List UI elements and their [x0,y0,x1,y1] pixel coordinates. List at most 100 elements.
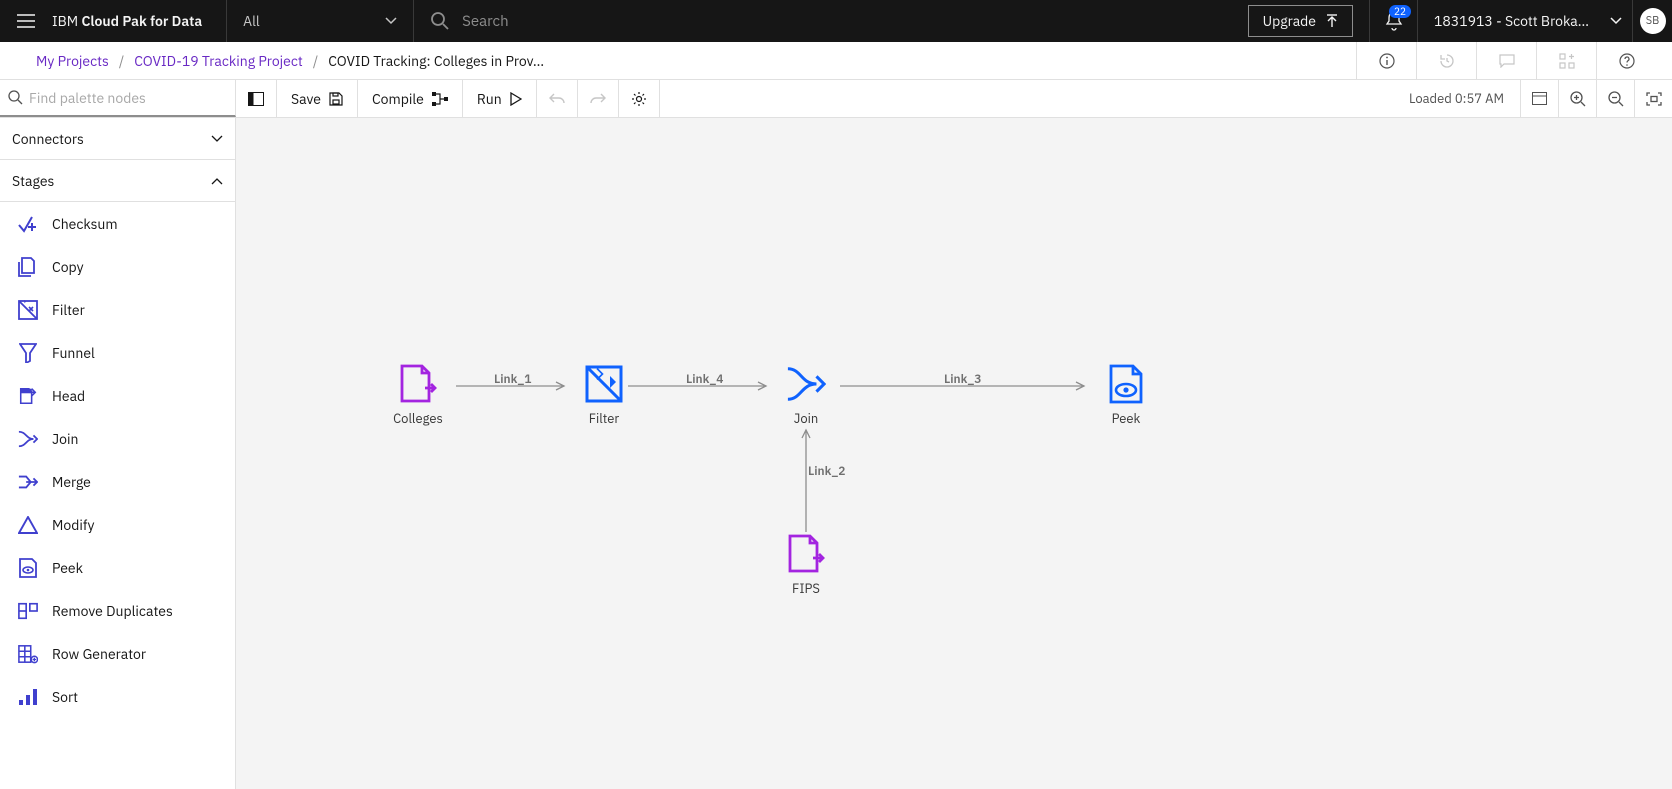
breadcrumb: My Projects / COVID-19 Tracking Project … [36,52,544,70]
palette-item-rowgen[interactable]: Row Generator [0,632,235,675]
palette-item-funnel[interactable]: Funnel [0,331,235,374]
canvas-link[interactable] [456,386,576,400]
palette-item-checksum[interactable]: Checksum [0,202,235,245]
redo-button[interactable] [578,80,619,117]
settings-button[interactable] [619,80,660,117]
notifications-button[interactable]: 22 [1369,0,1417,42]
funnel-icon [18,343,38,363]
canvas-link[interactable] [806,430,820,544]
modify-icon [18,515,38,535]
loaded-status: Loaded 0:57 AM [1393,90,1520,107]
palette-item-label: Checksum [52,215,118,233]
chat-icon [1499,54,1515,68]
node-label: Colleges [393,410,443,427]
save-button[interactable]: Save [277,80,358,117]
peek-node-icon [1106,364,1146,404]
scope-dropdown-label: All [243,12,260,30]
zoom-fit-button[interactable] [1634,80,1672,117]
canvas-link[interactable] [840,386,1096,400]
palette-item-modify[interactable]: Modify [0,503,235,546]
filter-icon [18,300,38,320]
sidebar-toggle-icon [248,92,264,106]
palette-item-label: Peek [52,559,83,577]
palette-section-stages[interactable]: Stages [0,160,235,202]
filter-node-icon [584,364,624,404]
canvas-node-fips[interactable]: FIPS [766,534,846,597]
gear-icon [631,91,647,107]
link-label: Link_4 [686,372,723,387]
canvas-node-filter[interactable]: Filter [564,364,644,427]
canvas-node-peek[interactable]: Peek [1086,364,1166,427]
chevron-down-icon [1610,17,1622,25]
palette-item-peek[interactable]: Peek [0,546,235,589]
zoom-in-button[interactable] [1558,80,1596,117]
upgrade-icon [1326,14,1338,28]
palette-item-filter[interactable]: Filter [0,288,235,331]
copy-icon [18,257,38,277]
account-label: 1831913 - Scott Brokaw's … [1434,12,1600,30]
account-dropdown[interactable]: 1831913 - Scott Brokaw's … [1417,0,1632,42]
history-icon [1439,53,1455,69]
toggle-palette-button[interactable] [236,80,277,117]
compile-button[interactable]: Compile [358,80,463,117]
palette-panel: Connectors Stages Checksum Copy Filter Funn… [0,118,236,789]
node-label: Join [794,410,819,427]
merge-icon [18,472,38,492]
palette-item-join[interactable]: Join [0,417,235,460]
info-icon [1379,53,1395,69]
rowgen-icon [18,644,38,664]
comment-button[interactable] [1476,42,1536,80]
removedup-icon [18,601,38,621]
breadcrumb-link[interactable]: My Projects [36,52,109,70]
breadcrumb-current: COVID Tracking: Colleges in Prov… [328,52,544,70]
panel-button[interactable] [1520,80,1558,117]
palette-item-sort[interactable]: Sort [0,675,235,718]
help-icon [1619,53,1635,69]
sort-icon [18,687,38,707]
file-node-icon [786,534,826,574]
palette-item-copy[interactable]: Copy [0,245,235,288]
canvas-node-colleges[interactable]: Colleges [378,364,458,427]
run-button[interactable]: Run [463,80,537,117]
search-placeholder: Search [462,12,508,31]
breadcrumb-link[interactable]: COVID-19 Tracking Project [134,52,303,70]
undo-icon [549,93,565,105]
palette-item-head[interactable]: Head [0,374,235,417]
palette-search-input[interactable]: Find palette nodes [0,80,236,117]
palette-item-label: Funnel [52,344,95,362]
global-search[interactable]: Search [414,11,1247,31]
palette-section-connectors[interactable]: Connectors [0,118,235,160]
help-button[interactable] [1596,42,1656,80]
flow-canvas[interactable]: Link_1Link_4Link_3Link_2CollegesFilterJo… [236,118,1672,789]
redo-icon [590,93,606,105]
fit-icon [1646,92,1662,106]
upgrade-button[interactable]: Upgrade [1248,5,1353,37]
asset-button[interactable] [1536,42,1596,80]
palette-item-label: Join [52,430,78,448]
hamburger-menu-button[interactable] [0,0,52,42]
palette-search-placeholder: Find palette nodes [29,89,146,107]
info-button[interactable] [1356,42,1416,80]
breadcrumb-separator: / [313,52,318,70]
palette-item-label: Remove Duplicates [52,602,173,620]
canvas-link[interactable] [628,386,778,400]
palette-item-label: Modify [52,516,95,534]
zoom-out-button[interactable] [1596,80,1634,117]
undo-button[interactable] [537,80,578,117]
palette-item-merge[interactable]: Merge [0,460,235,503]
compile-icon [432,92,448,106]
palette-item-removedup[interactable]: Remove Duplicates [0,589,235,632]
history-button[interactable] [1416,42,1476,80]
hamburger-icon [17,14,35,28]
scope-dropdown[interactable]: All [226,0,414,42]
checksum-icon [18,214,38,234]
avatar-button[interactable]: SB [1632,0,1672,42]
search-icon [8,90,23,105]
node-label: Peek [1112,410,1141,427]
head-icon [18,386,38,406]
node-label: Filter [589,410,619,427]
breadcrumb-separator: / [119,52,124,70]
palette-item-label: Filter [52,301,85,319]
canvas-node-join[interactable]: Join [766,364,846,427]
breadcrumb-actions [1356,42,1656,80]
